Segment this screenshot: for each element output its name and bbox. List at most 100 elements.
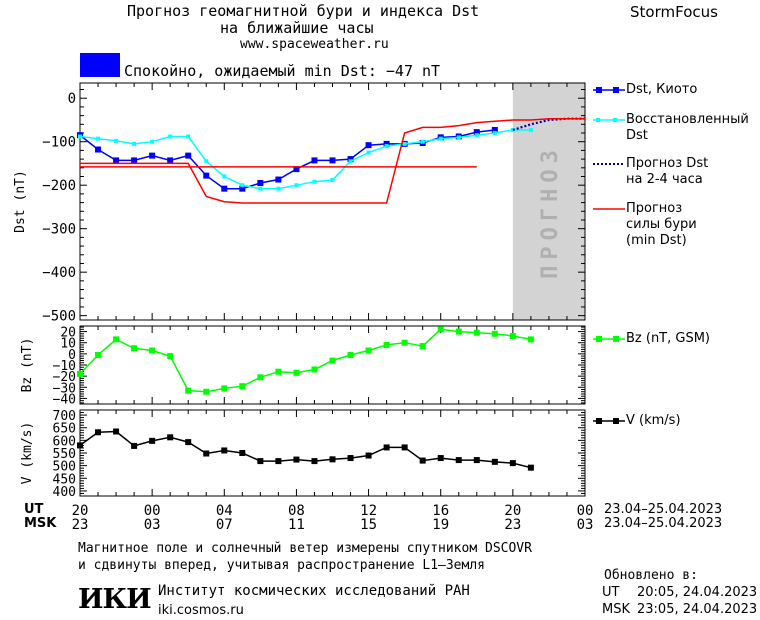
plot-frame-v: [79, 409, 586, 497]
data-point: [383, 341, 390, 348]
institute-name: Институт космических исследований РАН: [158, 583, 470, 599]
ut-range: 23.04–25.04.2023: [604, 502, 723, 517]
y-axis-label: Dst (nT): [13, 170, 28, 233]
data-point: [509, 333, 516, 340]
data-point: [168, 134, 173, 139]
data-point: [456, 135, 461, 140]
data-point: [438, 136, 443, 141]
data-point: [78, 134, 82, 139]
y-tick-label: 600: [53, 434, 76, 449]
legend-dst-label: Dst, Киото: [626, 82, 698, 97]
data-point: [491, 126, 498, 133]
data-point: [383, 140, 390, 147]
x-tick-label-msk: 03: [577, 517, 594, 533]
data-point: [132, 141, 137, 146]
legend-reconstructed-label2: Dst: [626, 128, 648, 143]
ut-label: UT: [24, 502, 44, 517]
y-tick-label: 550: [53, 447, 76, 462]
plot-frame-bz: [79, 325, 586, 405]
y-tick-label: −200: [42, 178, 76, 194]
x-tick-label-ut: 00: [144, 503, 161, 519]
data-point: [437, 455, 444, 462]
data-point: [311, 157, 318, 164]
forecast-band-label: ПРОГНОЗ: [538, 144, 563, 279]
y-tick-label: 0: [68, 348, 76, 363]
x-tick-label-msk: 23: [504, 517, 521, 533]
data-point: [437, 326, 444, 333]
x-tick-label-ut: 12: [360, 503, 377, 519]
data-point: [402, 141, 407, 146]
data-point: [492, 131, 497, 136]
data-point: [258, 186, 263, 191]
data-point: [348, 159, 353, 164]
data-point: [113, 157, 120, 164]
chart-title-line2: на ближайшие часы: [220, 19, 374, 37]
updated-label: Обновлено в:: [604, 568, 698, 583]
data-point: [312, 179, 317, 184]
data-point: [221, 385, 228, 392]
data-point: [203, 388, 210, 395]
data-point: [329, 357, 336, 364]
plot-frame-dst: [79, 82, 586, 321]
y-tick-label: −500: [42, 309, 76, 325]
data-point: [347, 156, 354, 163]
x-tick-label-msk: 15: [360, 517, 377, 533]
legend-forecast-dst-marker: [593, 163, 625, 165]
data-point: [419, 457, 426, 464]
data-point: [276, 186, 281, 191]
brand-name: StormFocus: [630, 3, 718, 21]
y-axis-label: V (km/s): [20, 422, 35, 485]
data-point: [293, 456, 300, 463]
x-tick-label-ut: 00: [577, 503, 594, 519]
data-point: [330, 177, 335, 182]
data-point: [185, 387, 192, 394]
series-line: [79, 129, 531, 190]
legend-reconstructed-label: Восстановленный: [626, 112, 749, 127]
x-tick-label-ut: 04: [216, 503, 233, 519]
data-point: [239, 185, 246, 192]
data-point: [365, 452, 372, 459]
data-point: [401, 444, 408, 451]
institute-site[interactable]: iki.cosmos.ru: [158, 603, 244, 618]
data-point: [257, 374, 264, 381]
updated-msk-value: 23:05, 24.04.2023: [637, 602, 758, 617]
data-point: [510, 127, 515, 132]
data-point: [150, 139, 155, 144]
y-tick-label: 650: [53, 422, 76, 437]
data-point: [221, 185, 228, 192]
legend-bz-marker: [593, 336, 625, 342]
data-point: [527, 336, 534, 343]
y-tick-label: 500: [53, 460, 76, 475]
legend-v-label: V (km/s): [626, 413, 681, 428]
updated-msk-label: MSK: [602, 602, 630, 617]
data-point: [185, 439, 192, 446]
data-point: [365, 142, 372, 149]
chart-title-line1: Прогноз геомагнитной бури и индекса Dst: [127, 2, 480, 20]
legend-storm-label3: (min Dst): [626, 233, 687, 248]
data-point: [257, 458, 264, 465]
y-tick-label: 400: [53, 485, 76, 500]
series-line: [80, 117, 585, 204]
y-tick-label: 700: [53, 409, 76, 424]
legend-storm-marker: [593, 208, 625, 210]
data-point: [149, 437, 156, 444]
data-point: [329, 456, 336, 463]
data-point: [420, 139, 425, 144]
y-tick-label: 10: [60, 337, 76, 352]
x-tick-label-ut: 16: [432, 503, 449, 519]
data-point: [186, 134, 191, 139]
data-point: [114, 138, 119, 143]
y-tick-label: −40: [53, 392, 76, 407]
data-point: [474, 133, 479, 138]
legend-v-marker: [593, 418, 625, 424]
data-point: [383, 444, 390, 451]
y-tick-label: −10: [53, 359, 76, 374]
data-point: [203, 172, 210, 179]
y-tick-label: 450: [53, 472, 76, 487]
data-point: [293, 166, 300, 173]
x-tick-label-msk: 07: [216, 517, 233, 533]
status-swatch: [80, 53, 120, 77]
data-point: [95, 351, 102, 358]
data-point: [311, 366, 318, 373]
